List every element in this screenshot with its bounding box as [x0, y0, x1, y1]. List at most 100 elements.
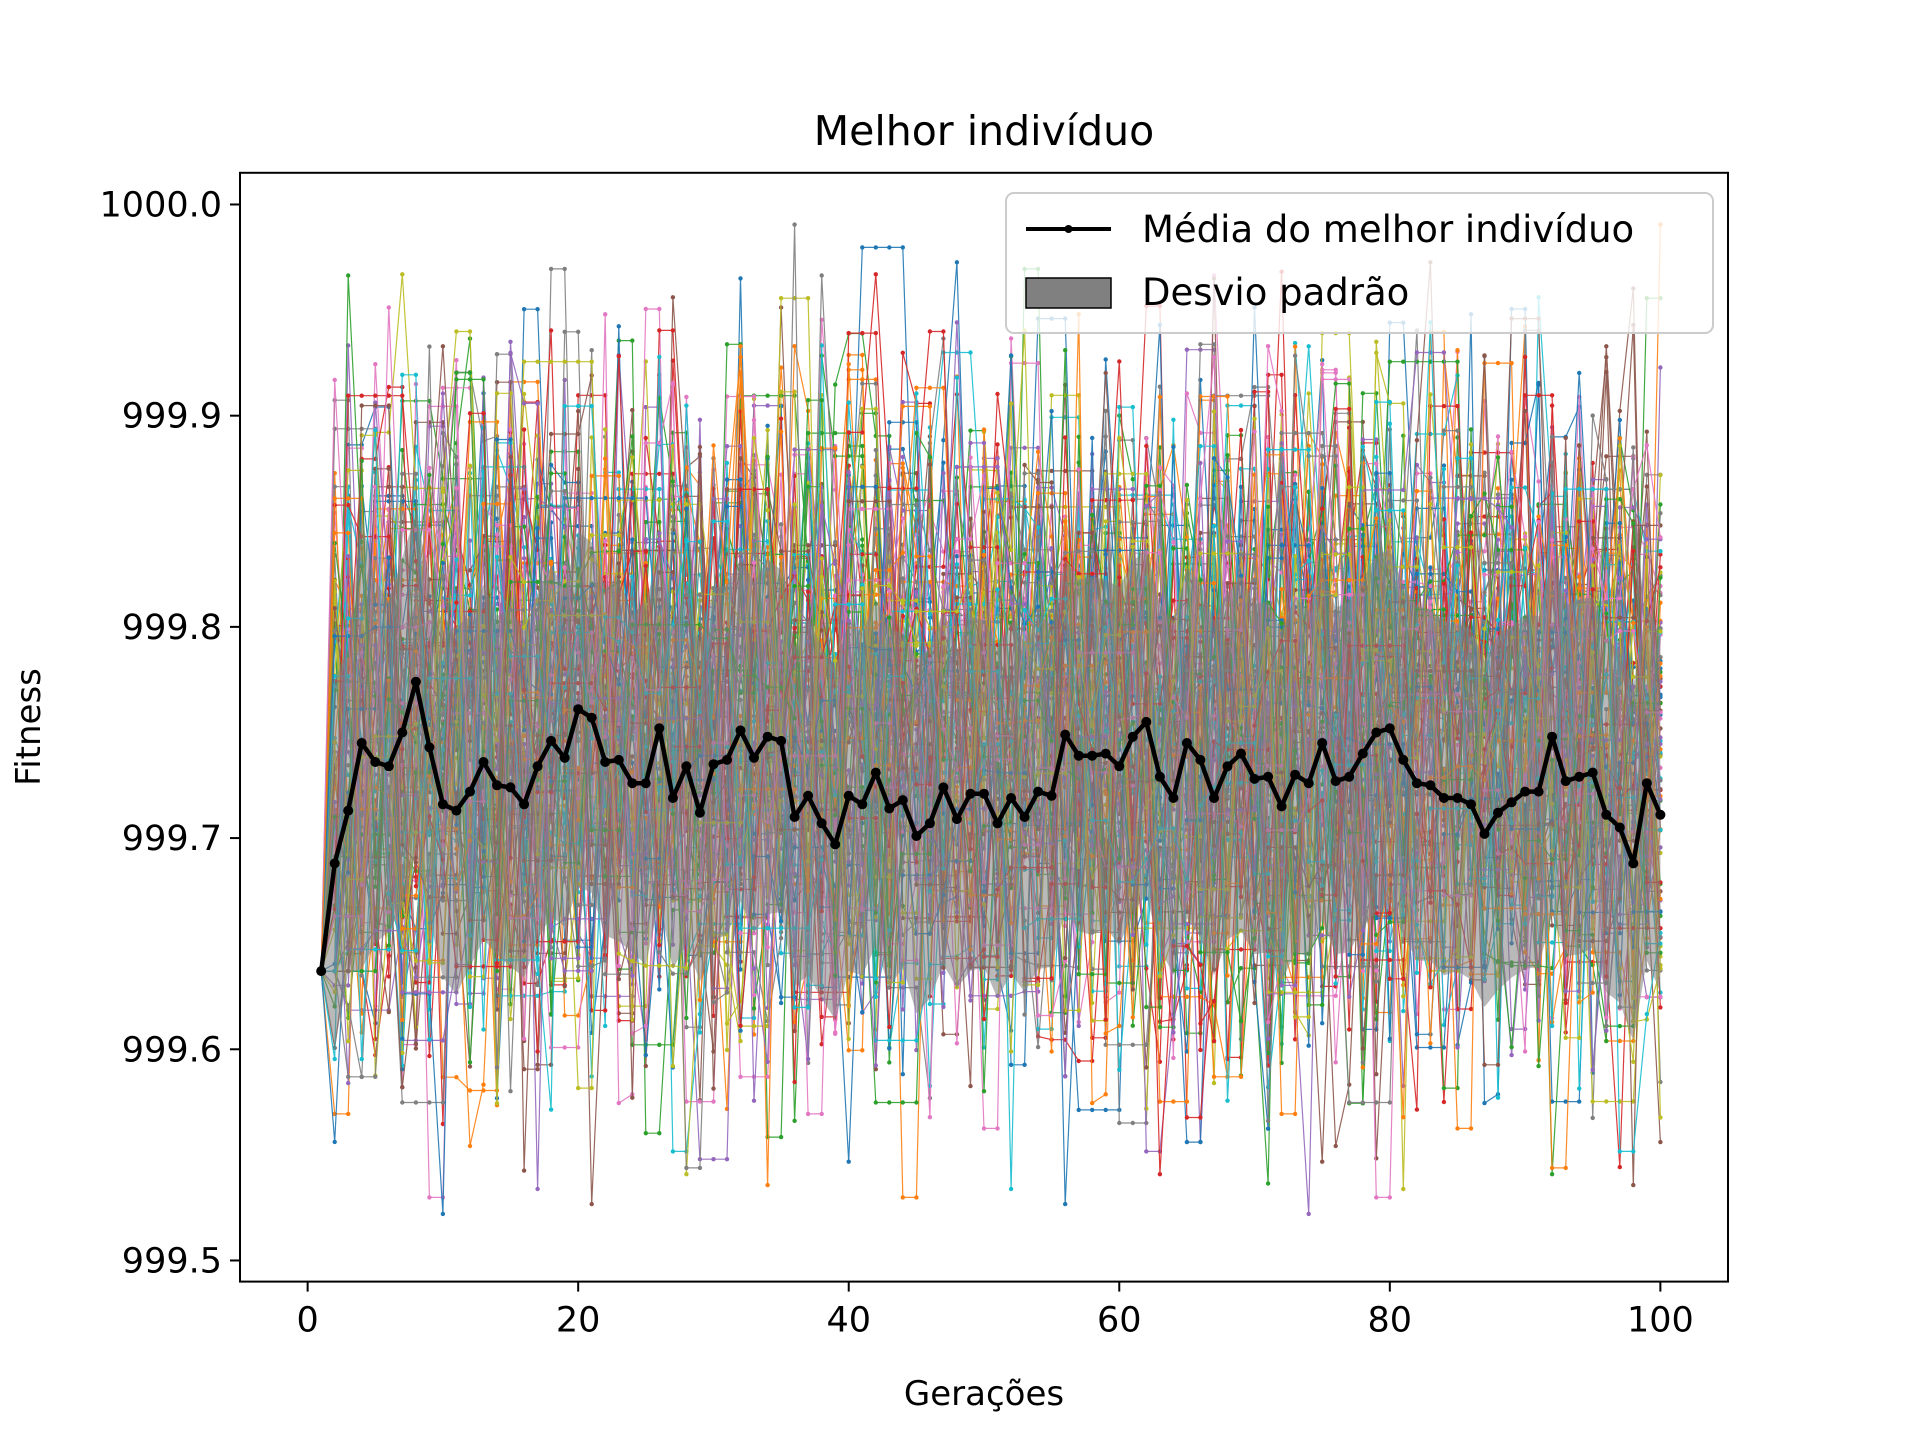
- run-point: [954, 1041, 960, 1046]
- run-point: [657, 498, 662, 503]
- run-point: [927, 599, 933, 605]
- run-point: [765, 1074, 770, 1080]
- run-point: [467, 329, 473, 334]
- run-point: [860, 1048, 865, 1053]
- run-point: [1130, 1015, 1136, 1020]
- run-point: [467, 1004, 473, 1010]
- run-point: [968, 998, 973, 1003]
- run-point: [346, 983, 351, 988]
- run-point: [1617, 417, 1623, 423]
- run-point: [1117, 1120, 1122, 1126]
- run-point: [941, 1032, 946, 1037]
- run-point: [995, 442, 1000, 447]
- run-point: [1658, 990, 1663, 995]
- run-point: [778, 951, 784, 956]
- run-point: [1428, 1045, 1433, 1050]
- run-point: [616, 324, 621, 329]
- run-point: [1103, 1107, 1108, 1113]
- run-point: [413, 1100, 419, 1105]
- run-point: [1035, 360, 1041, 366]
- run-point: [1130, 1120, 1136, 1126]
- run-point: [1604, 454, 1609, 459]
- run-point: [386, 430, 391, 435]
- run-point: [427, 1100, 432, 1105]
- run-point: [1117, 980, 1122, 986]
- run-point: [670, 1149, 676, 1154]
- run-point: [765, 423, 770, 428]
- run-point: [1117, 990, 1122, 995]
- run-point: [995, 1126, 1000, 1131]
- run-point: [1184, 1139, 1190, 1145]
- run-point: [1144, 1106, 1149, 1111]
- run-point: [630, 407, 635, 413]
- run-point: [860, 367, 865, 372]
- run-point: [1590, 1115, 1595, 1121]
- run-point: [1184, 994, 1190, 999]
- run-point: [711, 1157, 716, 1162]
- run-point: [1563, 1099, 1568, 1104]
- run-point: [1090, 1058, 1095, 1064]
- run-point: [1617, 1164, 1623, 1170]
- run-point: [1103, 519, 1108, 524]
- run-point: [1090, 435, 1095, 441]
- run-point: [1252, 384, 1257, 390]
- run-point: [548, 266, 554, 272]
- run-point: [643, 1063, 648, 1069]
- run-point: [1090, 1107, 1095, 1113]
- run-point: [535, 307, 540, 312]
- run-point: [1495, 434, 1501, 439]
- run-point: [1482, 521, 1487, 526]
- run-point: [1549, 1165, 1555, 1171]
- run-point: [1374, 339, 1379, 344]
- run-point: [1238, 947, 1244, 952]
- run-point: [860, 443, 865, 449]
- run-point: [860, 453, 865, 459]
- run-point: [508, 1089, 513, 1094]
- run-point: [1130, 477, 1136, 482]
- run-point: [521, 1168, 527, 1173]
- run-point: [1374, 964, 1379, 969]
- run-point: [751, 1098, 757, 1103]
- run-point: [1468, 427, 1474, 432]
- run-point: [1617, 408, 1623, 414]
- run-point: [1022, 445, 1027, 450]
- run-point: [1049, 468, 1054, 474]
- run-point: [846, 1048, 851, 1053]
- run-point: [778, 1134, 784, 1140]
- run-point: [968, 428, 973, 433]
- run-point: [1401, 1186, 1406, 1192]
- run-point: [765, 427, 770, 433]
- run-point: [427, 1195, 432, 1200]
- run-point: [900, 461, 905, 466]
- run-point: [724, 1047, 730, 1053]
- run-point: [576, 976, 581, 981]
- run-point: [1360, 419, 1366, 425]
- run-point: [1306, 344, 1311, 349]
- run-point: [454, 1001, 459, 1007]
- run-point: [413, 1046, 419, 1051]
- run-point: [454, 329, 459, 334]
- run-point: [467, 1088, 473, 1093]
- run-point: [1144, 1004, 1149, 1010]
- run-point: [603, 1023, 608, 1029]
- run-point: [1455, 348, 1460, 353]
- run-point: [873, 406, 878, 412]
- run-point: [1536, 1063, 1541, 1069]
- run-point: [873, 330, 878, 336]
- run-point: [386, 493, 391, 499]
- run-point: [1401, 359, 1406, 364]
- run-point: [900, 399, 905, 405]
- run-point: [1076, 1107, 1081, 1113]
- run-point: [954, 260, 960, 265]
- run-point: [1590, 1099, 1595, 1104]
- run-point: [1008, 336, 1014, 341]
- run-point: [724, 342, 730, 347]
- run-point: [1455, 359, 1460, 364]
- run-point: [1333, 1060, 1338, 1065]
- run-point: [1604, 344, 1609, 349]
- run-point: [657, 486, 662, 492]
- run-point: [589, 1201, 594, 1207]
- run-point: [981, 977, 987, 982]
- run-point: [684, 394, 689, 400]
- run-point: [1658, 472, 1663, 478]
